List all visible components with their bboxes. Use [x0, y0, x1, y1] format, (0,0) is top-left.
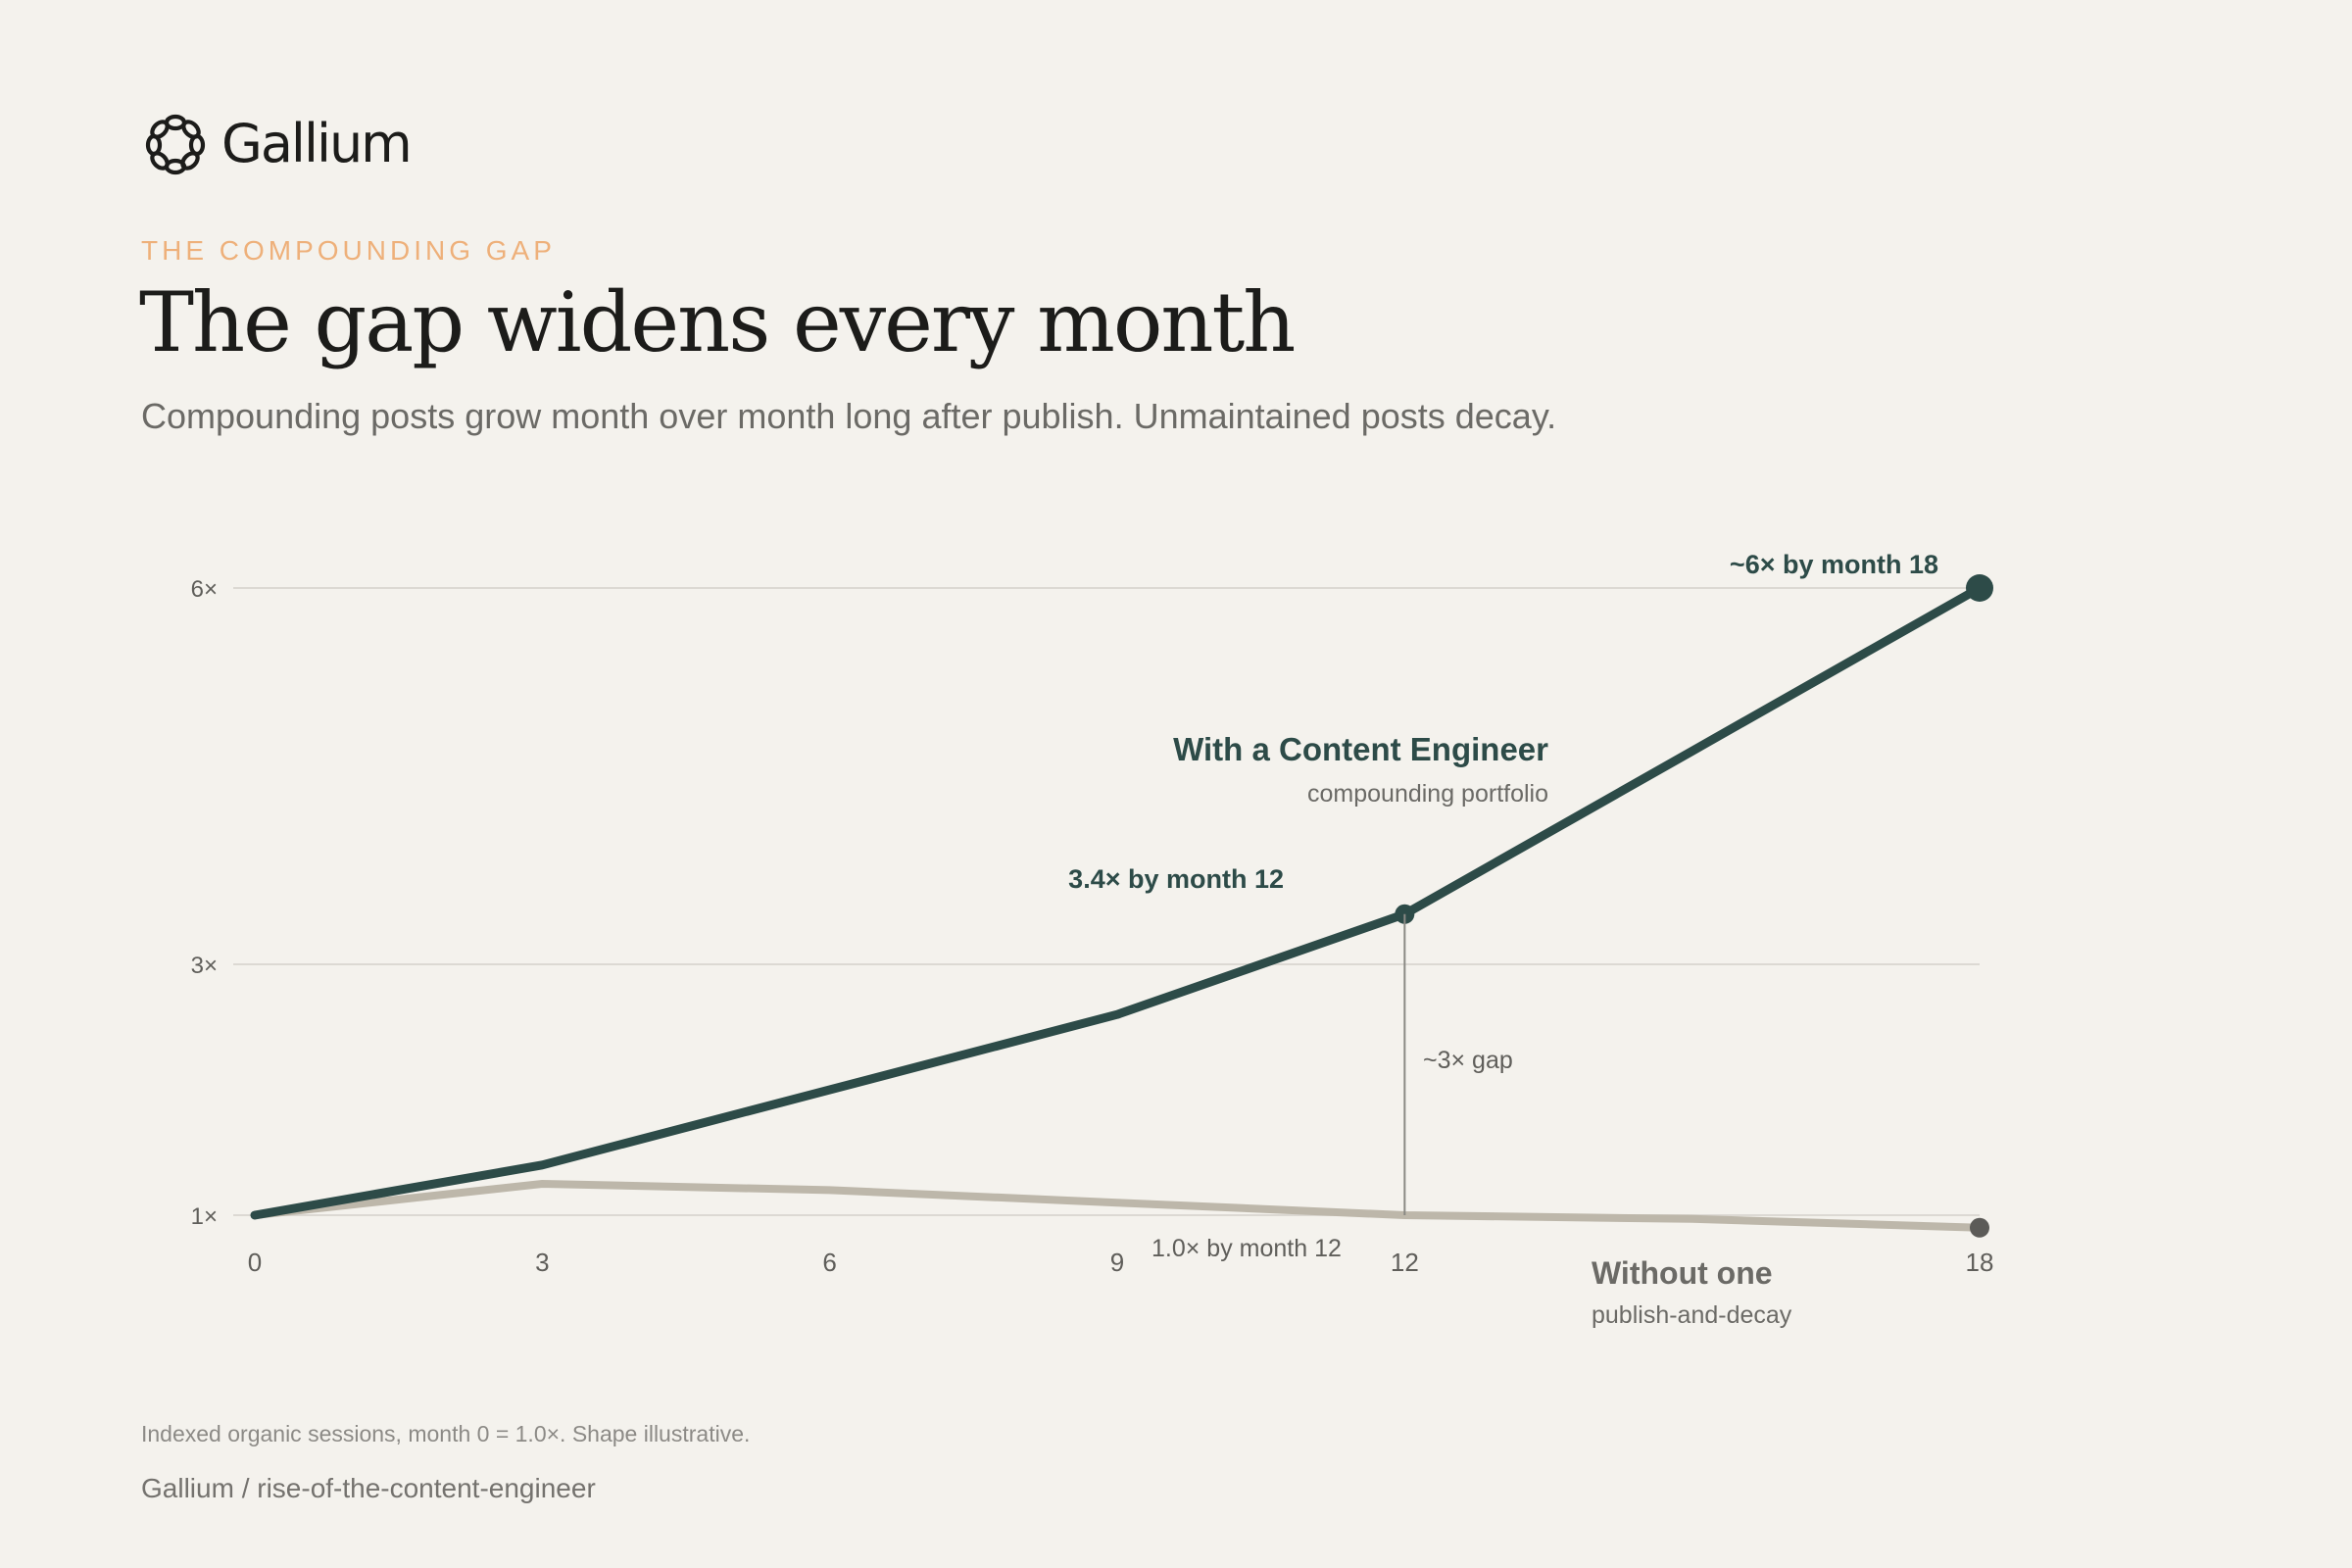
series-name-with: With a Content Engineer — [1173, 731, 1548, 767]
series-endpoint-without — [1970, 1217, 1989, 1238]
grid-layer — [233, 587, 1980, 1216]
y-tick-label: 1× — [191, 1203, 218, 1230]
x-axis-ticks: 0 3 6 9 12 18 — [248, 1248, 1994, 1277]
series-caption-without: publish-and-decay — [1592, 1301, 1792, 1329]
brand-name: Gallium — [221, 112, 413, 174]
series-line-without — [251, 1180, 1984, 1232]
series-caption-with: compounding portfolio — [1307, 780, 1548, 808]
x-tick-label: 6 — [822, 1248, 836, 1277]
end-value-label: ~6× by month 18 — [1730, 550, 1938, 579]
source-line: Gallium / rise-of-the-content-engineer — [141, 1473, 596, 1503]
month-12-value-label: 3.4× by month 12 — [1068, 864, 1284, 894]
chain-ring-logo-icon — [145, 114, 206, 175]
y-tick-label: 3× — [191, 953, 218, 979]
x-tick-label: 12 — [1391, 1248, 1419, 1277]
x-tick-label: 9 — [1110, 1248, 1124, 1277]
page-title: The gap widens every month — [139, 274, 1296, 370]
annotation-layer: ~6× by month 18 3.4× by month 12 ~3× gap 1.… — [1068, 550, 1938, 1329]
baseline-value-label: 1.0× by month 12 — [1152, 1235, 1342, 1262]
x-tick-label: 18 — [1966, 1248, 1994, 1277]
eyebrow-label: THE COMPOUNDING GAP — [141, 235, 556, 266]
series-layer — [250, 574, 1993, 1238]
page-subtitle: Compounding posts grow month over month … — [141, 396, 1557, 436]
y-tick-label: 6× — [191, 576, 218, 603]
series-endpoint-with — [1966, 574, 1993, 602]
series-name-without: Without one — [1592, 1255, 1773, 1291]
x-tick-label: 3 — [535, 1248, 549, 1277]
series-line-with — [250, 583, 1984, 1220]
brand: Gallium — [143, 108, 413, 178]
x-tick-label: 0 — [248, 1248, 262, 1277]
chart-footnote: Indexed organic sessions, month 0 = 1.0×… — [141, 1421, 751, 1446]
gap-label: ~3× gap — [1423, 1047, 1513, 1074]
y-axis-ticks: 1× 3× 6× — [191, 576, 218, 1230]
